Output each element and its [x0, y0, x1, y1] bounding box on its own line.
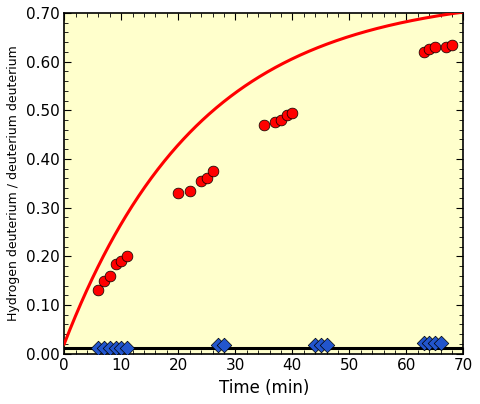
Point [425, 340, 433, 346]
Point [288, 109, 296, 116]
Point [112, 345, 120, 351]
Point [197, 178, 205, 184]
Point [420, 48, 427, 55]
Point [277, 117, 285, 123]
Point [106, 345, 114, 351]
Point [100, 278, 108, 284]
Point [95, 287, 102, 294]
Point [118, 258, 125, 264]
Point [174, 190, 182, 196]
Point [220, 342, 228, 348]
X-axis label: Time (min): Time (min) [219, 379, 309, 397]
Point [431, 340, 439, 346]
Point [203, 175, 211, 182]
Point [112, 260, 120, 267]
Point [323, 342, 330, 348]
Point [260, 122, 268, 128]
Point [123, 345, 131, 351]
Point [106, 273, 114, 279]
Point [271, 119, 279, 126]
Point [283, 112, 290, 118]
Point [431, 44, 439, 50]
Point [420, 340, 427, 346]
Point [186, 187, 193, 194]
Point [317, 342, 324, 348]
Point [118, 345, 125, 351]
Point [209, 168, 216, 175]
Point [437, 340, 444, 346]
Point [425, 46, 433, 53]
Point [100, 345, 108, 351]
Point [95, 345, 102, 351]
Point [443, 44, 450, 50]
Point [215, 342, 222, 348]
Point [448, 41, 456, 48]
Point [123, 253, 131, 259]
Point [312, 342, 319, 348]
Y-axis label: Hydrogen deuterium / deuterium deuterium: Hydrogen deuterium / deuterium deuterium [7, 45, 20, 321]
